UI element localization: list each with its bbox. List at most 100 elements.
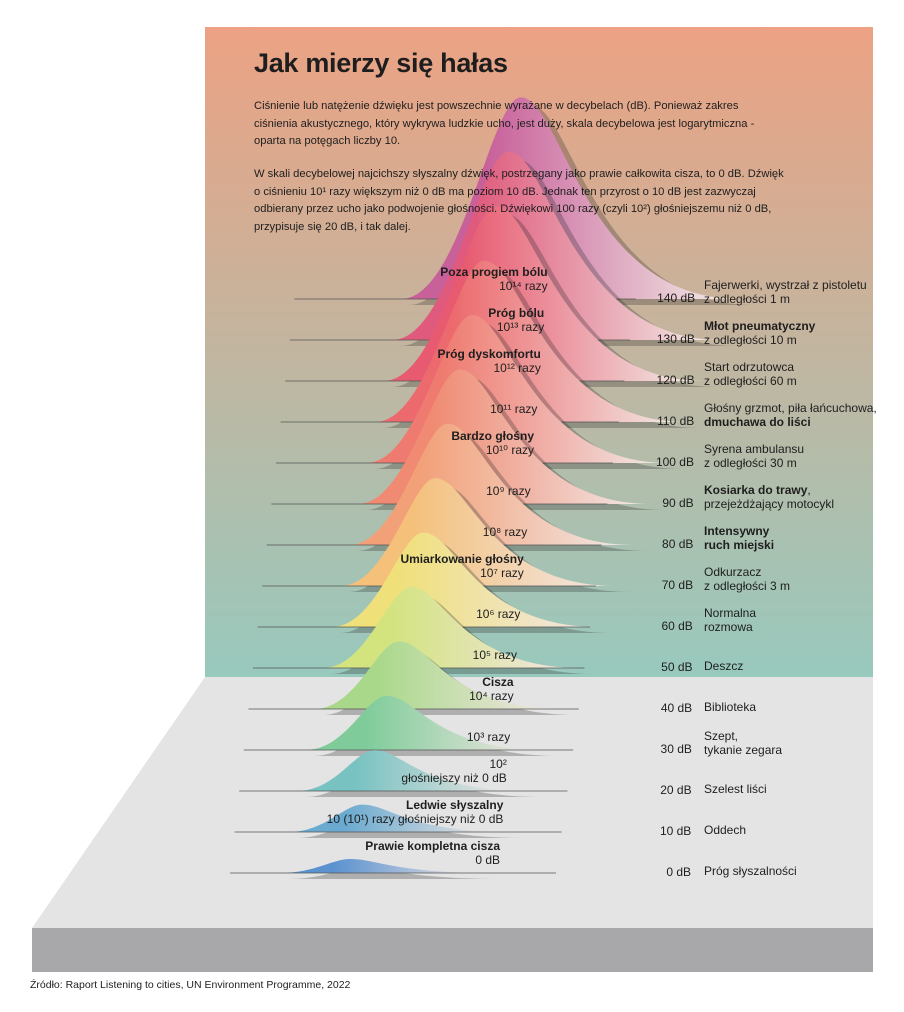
db-value-140: 140 dB bbox=[657, 291, 696, 305]
example-text: tykanie zegara bbox=[704, 742, 783, 757]
db-value-70: 70 dB bbox=[661, 578, 694, 592]
level-label-20db: 10² głośniejszy niż 0 dB bbox=[401, 757, 506, 785]
level-times: 10¹⁰ razy bbox=[485, 443, 534, 457]
floor-plane bbox=[32, 677, 873, 928]
example-text: z odległości 10 m bbox=[704, 332, 797, 347]
example-110db: Głośny grzmot, piła łańcuchowa, dmuchawa … bbox=[704, 401, 877, 429]
level-label-40db: Cisza 10⁴ razy bbox=[469, 675, 514, 703]
example-140db: Fajerwerki, wystrzał z pistoletu z odległ… bbox=[704, 278, 867, 306]
wave-40db bbox=[314, 641, 564, 709]
level-label-90db: 10⁹ razy bbox=[486, 484, 531, 498]
level-label-10db: Ledwie słyszalny 10 (10¹) razy głośniejsz… bbox=[327, 798, 504, 826]
level-times: 10¹² razy bbox=[493, 361, 541, 375]
example-30db: Szept, tykanie zegara bbox=[704, 729, 783, 757]
level-label-140db: Poza progiem bólu 10¹⁴ razy bbox=[440, 265, 547, 293]
example-text: Intensywny bbox=[704, 524, 770, 538]
example-text: Odkurzacz bbox=[704, 565, 762, 579]
wave-20db bbox=[296, 750, 529, 791]
db-value-40: 40 dB bbox=[660, 701, 693, 715]
level-name: Poza progiem bólu bbox=[440, 265, 548, 279]
level-times: 10⁴ razy bbox=[469, 689, 514, 703]
example-text: Deszcz bbox=[704, 659, 744, 673]
example-text: z odległości 1 m bbox=[704, 291, 791, 306]
db-value-60: 60 dB bbox=[661, 619, 693, 633]
example-text: Start odrzutowca bbox=[704, 360, 795, 374]
source-note: Źródło: Raport Listening to cities, UN E… bbox=[30, 979, 351, 991]
example-text: z odległości 30 m bbox=[704, 455, 797, 470]
level-label-80db: 10⁸ razy bbox=[483, 525, 527, 539]
level-times: 10⁸ razy bbox=[482, 525, 528, 539]
level-label-100db: Bardzo głośny 10¹⁰ razy bbox=[451, 429, 534, 457]
example-text: rozmowa bbox=[704, 619, 753, 634]
level-times: 10¹³ razy bbox=[496, 320, 545, 334]
level-label-60db: 10⁶ razy bbox=[476, 607, 520, 621]
level-times: 10⁵ razy bbox=[472, 648, 517, 662]
example-text: Szelest liści bbox=[704, 782, 767, 796]
floor-base bbox=[32, 928, 873, 972]
page-title: Jak mierzy się hałas bbox=[254, 48, 508, 78]
example-10db: Oddech bbox=[704, 823, 747, 838]
level-label-130db: Próg bólu 10¹³ razy bbox=[488, 306, 544, 334]
level-name: Próg dyskomfortu bbox=[437, 347, 541, 361]
level-label-0db: Prawie kompletna cisza 0 dB bbox=[365, 839, 500, 867]
level-name: Umiarkowanie głośny bbox=[400, 552, 524, 566]
level-times: 10² bbox=[489, 757, 507, 771]
level-times: 10 (10¹) razy głośniejszy niż 0 dB bbox=[326, 812, 504, 826]
level-times: głośniejszy niż 0 dB bbox=[401, 771, 507, 785]
example-80db: Intensywny ruch miejski bbox=[704, 524, 775, 552]
example-text: z odległości 60 m bbox=[704, 373, 797, 388]
example-0db: Próg słyszalności bbox=[704, 864, 797, 879]
example-60db: Normalna rozmowa bbox=[704, 606, 757, 634]
example-20db: Szelest liści bbox=[704, 782, 767, 797]
example-text: Oddech bbox=[704, 823, 747, 837]
example-40db: Biblioteka bbox=[704, 700, 757, 715]
db-value-30: 30 dB bbox=[660, 742, 692, 756]
wave-10db bbox=[288, 804, 512, 832]
db-value-110: 110 dB bbox=[657, 414, 695, 428]
example-130db: Młot pneumatyczny z odległości 10 m bbox=[704, 319, 816, 347]
level-name: Próg bólu bbox=[488, 306, 545, 320]
example-70db: Odkurzacz z odległości 3 m bbox=[704, 565, 791, 593]
level-label-70db: Umiarkowanie głośny 10⁷ razy bbox=[400, 552, 523, 580]
example-90db: Kosiarka do trawy, przejeżdżający motocyk… bbox=[704, 483, 835, 511]
example-text: Normalna bbox=[704, 606, 757, 620]
db-value-0: 0 dB bbox=[666, 865, 691, 879]
example-text: Młot pneumatyczny bbox=[704, 319, 816, 333]
example-text: z odległości 3 m bbox=[704, 578, 791, 593]
example-suffix: , bbox=[807, 483, 811, 497]
level-name: Ledwie słyszalny bbox=[406, 798, 504, 812]
level-label-120db: Próg dyskomfortu 10¹² razy bbox=[437, 347, 540, 375]
wave-layers bbox=[230, 97, 753, 879]
example-text: przejeżdżający motocykl bbox=[704, 496, 835, 511]
db-value-50: 50 dB bbox=[661, 660, 693, 674]
example-text: Syrena ambulansu bbox=[704, 442, 805, 456]
level-times: 10³ razy bbox=[466, 730, 511, 744]
level-name: Prawie kompletna cisza bbox=[365, 839, 500, 853]
example-text: Kosiarka do trawy bbox=[704, 483, 808, 497]
db-value-20: 20 dB bbox=[660, 783, 692, 797]
db-value-10: 10 dB bbox=[659, 824, 692, 838]
example-text: Biblioteka bbox=[704, 700, 757, 714]
wave-30db bbox=[305, 695, 547, 750]
example-120db: Start odrzutowca z odległości 60 m bbox=[704, 360, 797, 388]
example-text: dmuchawa do liści bbox=[704, 414, 811, 429]
db-value-120: 120 dB bbox=[656, 373, 695, 387]
level-label-110db: 10¹¹ razy bbox=[490, 402, 537, 416]
example-text: Fajerwerki, wystrzał z pistoletu bbox=[704, 278, 867, 292]
level-name: Bardzo głośny bbox=[451, 429, 534, 443]
example-text: Szept, bbox=[704, 729, 739, 743]
level-name: Cisza bbox=[482, 675, 514, 689]
db-value-130: 130 dB bbox=[656, 332, 695, 346]
level-times: 10⁹ razy bbox=[486, 484, 531, 498]
example-text: ruch miejski bbox=[704, 537, 775, 552]
wave-0db bbox=[279, 859, 494, 873]
level-times: 10⁷ razy bbox=[480, 566, 524, 580]
db-value-90: 90 dB bbox=[662, 496, 694, 510]
db-value-100: 100 dB bbox=[655, 455, 694, 469]
example-100db: Syrena ambulansu z odległości 30 m bbox=[704, 442, 805, 470]
level-times: 10⁶ razy bbox=[476, 607, 521, 621]
example-text: Próg słyszalności bbox=[704, 864, 797, 878]
db-value-80: 80 dB bbox=[662, 537, 694, 551]
